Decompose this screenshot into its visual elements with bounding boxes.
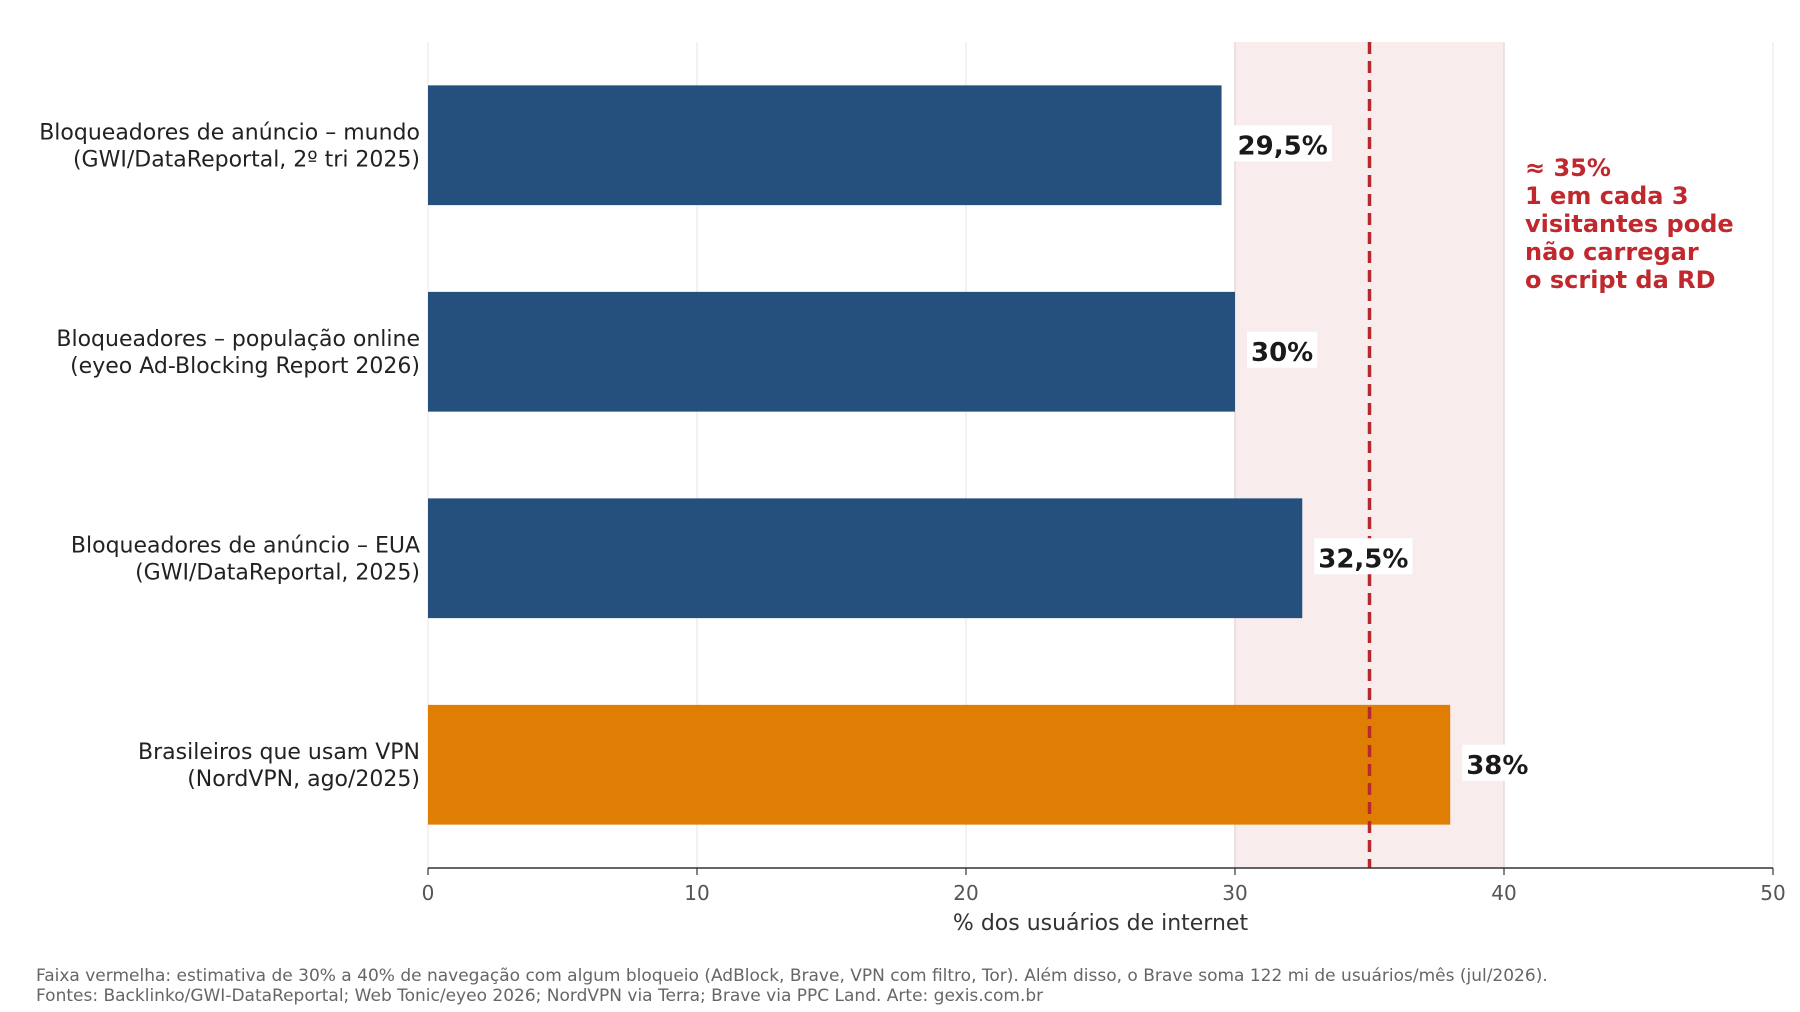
x-tick-label: 10 (684, 881, 709, 905)
annotation-line: 1 em cada 3 (1525, 182, 1689, 210)
category-label: Bloqueadores de anúncio – mundo (39, 120, 420, 145)
bar (428, 291, 1235, 412)
category-label: (GWI/DataReportal, 2º tri 2025) (73, 147, 420, 172)
x-tick-label: 30 (1222, 881, 1247, 905)
category-label: Brasileiros que usam VPN (138, 740, 420, 765)
category-label: Bloqueadores – população online (56, 327, 420, 352)
x-axis-title: % dos usuários de internet (953, 911, 1249, 936)
category-label: Bloqueadores de anúncio – EUA (71, 533, 420, 558)
category-label: (GWI/DataReportal, 2025) (135, 560, 420, 585)
value-label-background (1462, 744, 1533, 781)
x-tick-label: 0 (422, 881, 435, 905)
annotation-line: o script da RD (1525, 266, 1716, 294)
value-label: 38% (1466, 751, 1528, 781)
x-tick-label: 20 (953, 881, 978, 905)
footer-sources: Fontes: Backlinko/GWI-DataReportal; Web … (36, 986, 1044, 1006)
value-label-background (1233, 125, 1332, 162)
annotation-line: não carregar (1525, 238, 1699, 266)
value-label-background (1314, 538, 1413, 575)
value-label-background (1247, 331, 1318, 368)
bar (428, 498, 1303, 619)
footer-note: Faixa vermelha: estimativa de 30% a 40% … (36, 966, 1548, 986)
value-label: 32,5% (1318, 544, 1408, 574)
x-tick-label: 40 (1491, 881, 1516, 905)
category-label: (eyeo Ad-Blocking Report 2026) (70, 354, 420, 379)
annotation-line: visitantes pode (1525, 210, 1734, 238)
labels-layer: Bloqueadores de anúncio – mundo(GWI/Data… (39, 120, 1733, 792)
bar (428, 85, 1222, 206)
value-label: 30% (1251, 338, 1313, 368)
bars-layer (428, 85, 1451, 825)
horizontal-bar-chart: 0 10 20 30 40 50 % dos usuários de internet Bl… (39, 42, 1786, 936)
value-label: 29,5% (1238, 131, 1328, 161)
annotation-line: ≈ 35% (1525, 154, 1611, 182)
category-label: (NordVPN, ago/2025) (187, 767, 420, 792)
bar (428, 704, 1451, 825)
x-axis-layer: 0 10 20 30 40 50 % dos usuários de internet (422, 867, 1786, 936)
x-tick-label: 50 (1760, 881, 1785, 905)
